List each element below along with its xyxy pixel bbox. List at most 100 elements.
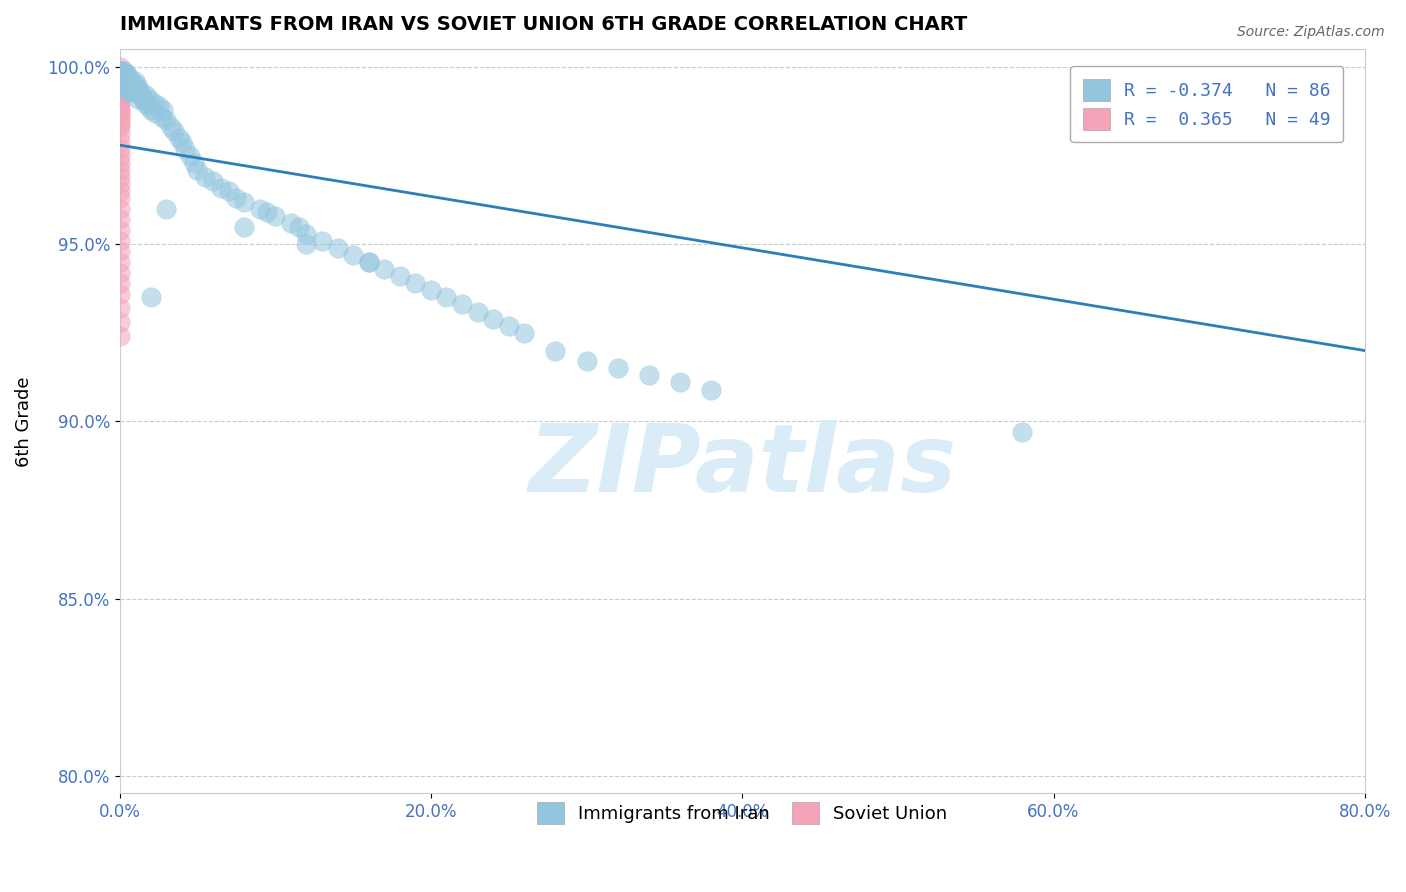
Point (467, 304, 489, 318)
Point (110, 191, 132, 205)
Point (112, 63, 135, 78)
Point (110, 103, 132, 117)
Point (295, 237, 318, 252)
Point (110, 128, 132, 142)
Point (110, 156, 132, 170)
Text: Source: ZipAtlas.com: Source: ZipAtlas.com (1237, 25, 1385, 39)
Point (110, 63, 132, 78)
Point (121, 78, 143, 92)
Point (135, 88, 157, 103)
Point (138, 92, 160, 106)
Point (256, 205, 278, 219)
Point (115, 74, 138, 88)
Point (201, 173, 224, 187)
Point (669, 376, 692, 390)
Point (150, 110, 173, 124)
Point (110, 78, 132, 92)
Point (124, 74, 146, 88)
Point (110, 81, 132, 95)
Point (110, 81, 132, 95)
Point (186, 162, 208, 177)
Point (110, 315, 132, 329)
Point (174, 142, 197, 156)
Point (148, 99, 170, 113)
Point (513, 326, 536, 340)
Point (110, 244, 132, 259)
Point (160, 120, 183, 135)
Point (209, 180, 232, 194)
Point (110, 212, 132, 227)
Point (233, 194, 256, 209)
Point (155, 113, 177, 128)
Point (127, 81, 149, 95)
Point (110, 70, 132, 85)
Point (122, 81, 145, 95)
Y-axis label: 6th Grade: 6th Grade (15, 376, 32, 467)
Point (115, 81, 138, 95)
Point (295, 227, 318, 241)
Point (110, 67, 132, 81)
Point (419, 283, 441, 297)
Point (544, 343, 567, 358)
Point (342, 248, 364, 262)
Point (373, 262, 395, 277)
Point (139, 103, 162, 117)
Point (145, 106, 167, 120)
Point (110, 277, 132, 291)
Point (127, 92, 149, 106)
Point (117, 74, 139, 88)
Point (118, 78, 141, 92)
Point (163, 124, 186, 138)
Point (111, 74, 134, 88)
Point (110, 142, 132, 156)
Point (183, 156, 205, 170)
Point (112, 70, 135, 85)
Point (152, 103, 174, 117)
Point (110, 70, 132, 85)
Point (311, 234, 333, 248)
Point (1011, 425, 1033, 439)
Point (121, 85, 143, 99)
Point (110, 85, 132, 99)
Point (388, 269, 411, 284)
Point (700, 383, 723, 397)
Point (110, 223, 132, 237)
Point (110, 92, 132, 106)
Point (110, 177, 132, 191)
Point (110, 95, 132, 110)
Point (225, 191, 247, 205)
Point (194, 169, 217, 184)
Point (142, 95, 165, 110)
Point (110, 169, 132, 184)
Point (132, 92, 155, 106)
Point (125, 78, 148, 92)
Point (136, 99, 159, 113)
Point (482, 311, 505, 326)
Point (110, 301, 132, 315)
Point (128, 88, 150, 103)
Point (131, 85, 153, 99)
Point (110, 286, 132, 301)
Point (110, 88, 132, 103)
Point (110, 74, 132, 88)
Point (110, 162, 132, 177)
Point (110, 149, 132, 163)
Point (326, 241, 349, 255)
Point (117, 67, 139, 81)
Point (451, 297, 474, 311)
Point (110, 110, 132, 124)
Point (110, 92, 132, 106)
Point (110, 266, 132, 280)
Point (134, 95, 156, 110)
Point (124, 85, 146, 99)
Point (117, 85, 139, 99)
Point (110, 88, 132, 103)
Point (606, 361, 628, 376)
Point (498, 318, 520, 333)
Point (110, 106, 132, 120)
Point (115, 67, 138, 81)
Point (110, 74, 132, 88)
Point (110, 202, 132, 216)
Text: IMMIGRANTS FROM IRAN VS SOVIET UNION 6TH GRADE CORRELATION CHART: IMMIGRANTS FROM IRAN VS SOVIET UNION 6TH… (120, 15, 967, 34)
Legend: Immigrants from Iran, Soviet Union: Immigrants from Iran, Soviet Union (524, 789, 960, 837)
